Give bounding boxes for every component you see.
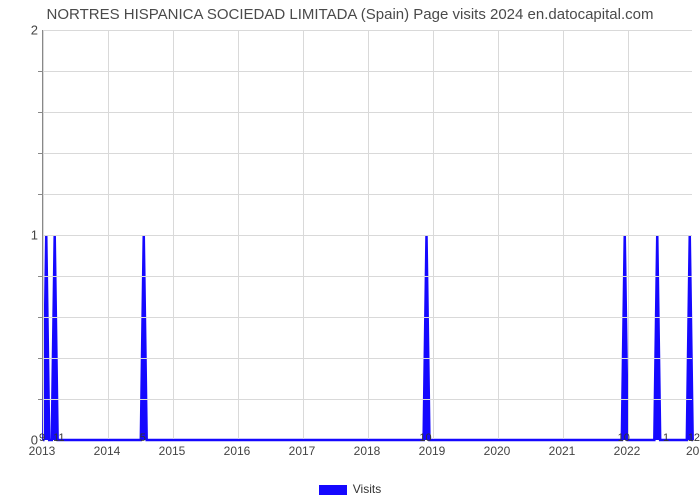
gridline-horizontal: [43, 71, 692, 72]
y-minor-tick: [38, 399, 42, 400]
legend: Visits: [0, 482, 700, 496]
gridline-horizontal: [43, 153, 692, 154]
y-minor-tick: [38, 112, 42, 113]
x-tick-label: 2019: [419, 444, 446, 458]
gridline-horizontal: [43, 358, 692, 359]
data-point-label: 5: [140, 432, 146, 444]
gridline-horizontal: [43, 276, 692, 277]
y-tick-label: 1: [8, 228, 38, 243]
gridline-horizontal: [43, 30, 692, 31]
data-point-label: 10: [419, 432, 431, 444]
y-minor-tick: [38, 276, 42, 277]
data-point-label: 10: [618, 432, 630, 444]
y-minor-tick: [38, 71, 42, 72]
x-tick-label: 2021: [549, 444, 576, 458]
data-point-label: 12: [688, 432, 700, 444]
x-tick-label: 2017: [289, 444, 316, 458]
data-point-label: 11: [53, 432, 64, 444]
legend-label: Visits: [353, 482, 381, 496]
data-point-label: 1: [663, 432, 669, 444]
x-tick-label: 2016: [224, 444, 251, 458]
x-tick-label: 2018: [354, 444, 381, 458]
gridline-horizontal: [43, 317, 692, 318]
x-tick-label: 2015: [159, 444, 186, 458]
data-point-label: 9: [39, 432, 45, 444]
x-tick-label: 2020: [484, 444, 511, 458]
gridline-horizontal: [43, 235, 692, 236]
gridline-horizontal: [43, 112, 692, 113]
x-tick-label-truncated: 202: [686, 444, 700, 458]
y-minor-tick: [38, 153, 42, 154]
x-tick-label: 2013: [29, 444, 56, 458]
x-tick-label: 2014: [94, 444, 121, 458]
y-tick-label: 2: [8, 23, 38, 38]
plot-area: [42, 30, 692, 440]
y-minor-tick: [38, 317, 42, 318]
y-minor-tick: [38, 194, 42, 195]
chart-container: NORTRES HISPANICA SOCIEDAD LIMITADA (Spa…: [0, 0, 700, 500]
x-tick-label: 2022: [614, 444, 641, 458]
gridline-horizontal: [43, 194, 692, 195]
gridline-horizontal: [43, 399, 692, 400]
chart-title: NORTRES HISPANICA SOCIEDAD LIMITADA (Spa…: [0, 6, 700, 23]
legend-swatch: [319, 485, 347, 495]
y-minor-tick: [38, 358, 42, 359]
